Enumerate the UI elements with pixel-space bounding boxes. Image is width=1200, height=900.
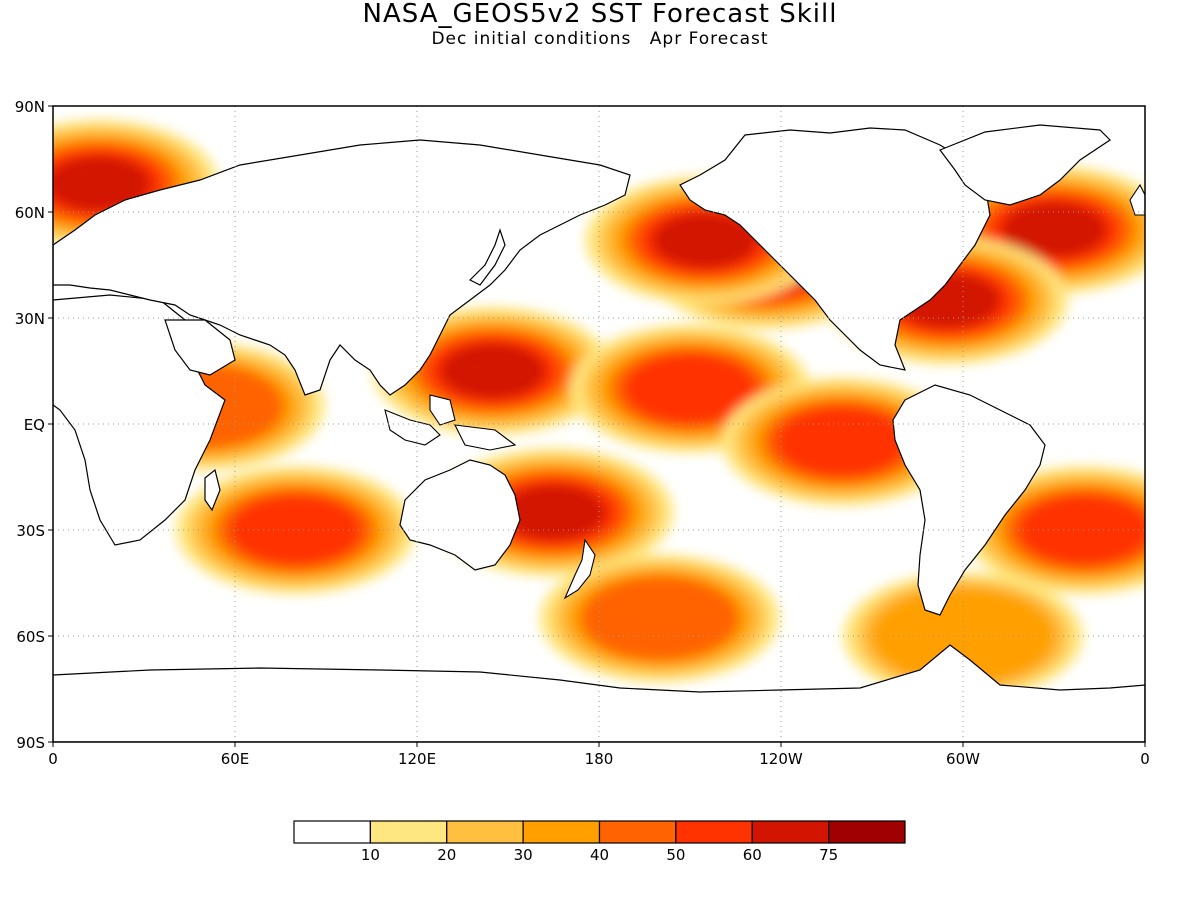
japan-landmass xyxy=(468,228,506,286)
colorbar-tick-label: 20 xyxy=(437,846,456,864)
colorbar-swatch xyxy=(828,820,906,844)
colorbar-tick-label: 10 xyxy=(361,846,380,864)
lon-label: 120W xyxy=(759,750,803,768)
colorbar-tick-label: 60 xyxy=(743,846,762,864)
skill-contour-5-60 xyxy=(501,484,606,541)
arabia-landmass xyxy=(164,319,236,376)
madagascar-landmass xyxy=(204,468,221,512)
colorbar-tick-label: 40 xyxy=(590,846,609,864)
lat-label: 60N xyxy=(15,204,45,222)
colorbar-swatch xyxy=(598,820,677,844)
latitude-labels: 90N 60N 30N EQ 30S 60S 90S xyxy=(15,98,53,752)
skill-contour-11-50 xyxy=(1018,494,1145,566)
skill-contour-2-60 xyxy=(1001,201,1107,258)
lat-label: 90S xyxy=(16,734,45,752)
lon-label: 180 xyxy=(585,750,614,768)
antarctica-landmass xyxy=(53,644,1145,742)
skill-contour-9-40 xyxy=(580,575,740,661)
longitude-labels: 0 60E 120E 180 120W 60W 0 xyxy=(48,742,1150,768)
lon-label: 120E xyxy=(398,750,436,768)
greenland-landmass xyxy=(939,124,1111,206)
lon-label: 60W xyxy=(946,750,980,768)
colorbar-swatch xyxy=(675,820,753,844)
australia-landmass xyxy=(399,459,521,571)
colorbar-swatch xyxy=(369,820,448,844)
colorbar xyxy=(293,820,906,844)
skill-contour-1-60 xyxy=(652,212,758,269)
colorbar-swatch xyxy=(293,820,371,844)
map-title: NASA_GEOS5v2 SST Forecast Skill xyxy=(362,0,838,29)
new-zealand-landmass xyxy=(563,538,596,600)
colorbar-tick-label: 50 xyxy=(666,846,685,864)
colorbar-labels: 10 20 30 40 50 60 75 xyxy=(361,846,838,864)
lon-label: 0 xyxy=(1140,750,1150,768)
continents xyxy=(53,124,1145,742)
colorbar-swatch xyxy=(446,820,524,844)
lat-label: 90N xyxy=(15,98,45,116)
south-america-landmass xyxy=(892,384,1046,616)
skill-contour-10-60 xyxy=(53,155,151,212)
eurasia-landmass xyxy=(53,139,631,396)
lat-label: 30N xyxy=(15,310,45,328)
skill-contour-8-50 xyxy=(229,494,362,566)
colorbar-tick-label: 75 xyxy=(819,846,838,864)
map-subtitle: Dec initial conditions Apr Forecast xyxy=(0,29,1200,49)
graticule xyxy=(53,106,1145,742)
lat-label: 30S xyxy=(16,522,45,540)
lon-label: 0 xyxy=(48,750,58,768)
skill-contour-7-50 xyxy=(775,406,908,477)
skill-contour-6-50 xyxy=(624,353,756,424)
uk-landmass xyxy=(1129,183,1145,216)
skill-contour-4-60 xyxy=(440,343,546,399)
colorbar-swatch xyxy=(522,820,601,844)
lat-label: EQ xyxy=(24,416,45,434)
colorbar-swatch xyxy=(751,820,830,844)
initial-conditions-label: Dec initial conditions xyxy=(431,29,632,49)
colorbar-tick-label: 30 xyxy=(514,846,533,864)
forecast-month-label: Apr Forecast xyxy=(649,29,769,49)
lat-label: 60S xyxy=(16,628,45,646)
lon-label: 60E xyxy=(221,750,250,768)
